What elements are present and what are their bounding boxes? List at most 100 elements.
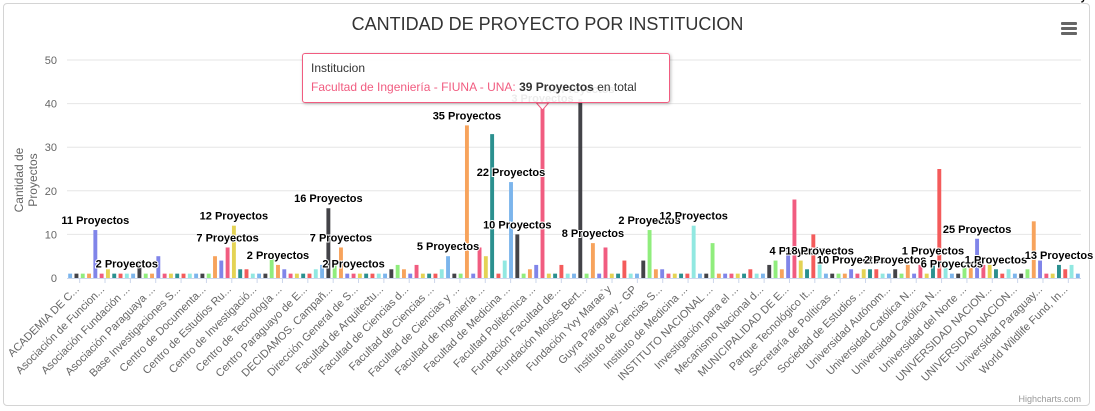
bar	[452, 273, 457, 278]
bar	[748, 269, 753, 278]
bar	[137, 260, 142, 278]
bar	[288, 273, 293, 278]
data-label: 12 Proyectos	[200, 211, 268, 223]
data-label: 2 Proyectos	[618, 215, 680, 227]
bar	[1006, 269, 1011, 278]
bar	[968, 264, 973, 278]
bar	[931, 260, 935, 278]
credits-link[interactable]: Highcharts.com	[1018, 394, 1081, 404]
bar	[817, 260, 822, 278]
bar	[546, 273, 551, 278]
bar	[905, 264, 910, 278]
bar	[162, 273, 167, 278]
bar	[156, 256, 161, 278]
bar	[301, 273, 306, 278]
bar	[351, 273, 356, 278]
bar	[710, 243, 715, 278]
bar	[918, 264, 923, 278]
bar	[679, 273, 684, 278]
bar	[855, 273, 860, 278]
bar	[515, 234, 520, 278]
bar	[805, 269, 809, 278]
hamburger-menu-icon[interactable]	[1061, 22, 1077, 35]
bar	[553, 273, 558, 278]
bar	[521, 273, 526, 278]
bar	[836, 273, 841, 278]
bar	[1019, 273, 1024, 278]
bar	[849, 269, 854, 278]
tooltip-header: Institucion	[311, 61, 366, 75]
tooltip-suffix: en total	[597, 80, 637, 94]
bar	[691, 225, 696, 278]
y-tick-label: 30	[45, 142, 57, 154]
y-tick-label: 20	[45, 186, 57, 198]
bar	[1057, 264, 1061, 278]
bar	[150, 273, 154, 278]
bar	[912, 273, 917, 278]
bar	[496, 273, 501, 278]
bar	[238, 269, 243, 278]
bar	[231, 225, 236, 278]
data-label: 8 Proyectos	[562, 228, 624, 240]
bar	[200, 273, 205, 278]
bar	[735, 273, 740, 278]
bar	[401, 269, 406, 278]
bar	[307, 273, 312, 278]
bar	[80, 273, 85, 278]
bar	[1012, 273, 1017, 278]
bar	[414, 264, 419, 278]
bar	[1063, 269, 1068, 278]
data-label: 2 Proyectos	[96, 259, 158, 271]
bar	[597, 273, 602, 278]
bar	[899, 273, 904, 278]
bar	[332, 260, 337, 278]
bar	[975, 238, 980, 278]
bar	[439, 269, 444, 278]
bar	[269, 256, 274, 278]
bar	[704, 273, 709, 278]
data-label: 11 Proyectos	[61, 215, 129, 227]
bar	[672, 273, 677, 278]
data-label: 2 Proyectos	[864, 254, 926, 266]
bar	[433, 273, 438, 278]
bar	[471, 273, 476, 278]
data-label: 5 Proyectos	[417, 241, 479, 253]
bar	[666, 273, 671, 278]
bar	[698, 273, 702, 278]
bar	[313, 269, 318, 278]
bar	[1044, 273, 1049, 278]
bar	[956, 273, 961, 278]
tooltip-point-name: Facultad de Ingeniería - FIUNA - UNA	[311, 80, 513, 94]
data-label: 18 Proyectos	[785, 246, 853, 258]
bar	[263, 273, 268, 278]
bar	[225, 247, 230, 278]
bar	[219, 260, 224, 278]
chart-title: CANTIDAD DE PROYECTO POR INSTITUCION	[351, 14, 744, 34]
bar	[181, 273, 186, 278]
bar	[527, 269, 532, 278]
bar	[742, 273, 747, 278]
bar	[131, 273, 136, 278]
tooltip: Institucion Facultad de Ingeniería - FIU…	[302, 53, 670, 103]
bar	[206, 273, 211, 278]
bar	[112, 273, 117, 278]
bar	[427, 273, 432, 278]
bar	[924, 273, 929, 278]
bar	[767, 264, 772, 278]
bar	[395, 264, 400, 278]
bar	[124, 273, 129, 278]
tooltip-value: 39 Proyectos	[519, 80, 594, 94]
bar	[994, 269, 998, 278]
bar	[244, 269, 249, 278]
bar	[502, 260, 507, 278]
data-label: 10 Proyectos	[483, 219, 551, 231]
bar	[893, 269, 898, 278]
bar	[609, 273, 614, 278]
bar	[559, 264, 564, 278]
bar	[572, 273, 576, 278]
bar	[458, 273, 463, 278]
bar	[282, 269, 287, 278]
bar	[729, 273, 734, 278]
data-label: 4 Proyectos	[770, 246, 832, 258]
bar	[1069, 264, 1074, 278]
